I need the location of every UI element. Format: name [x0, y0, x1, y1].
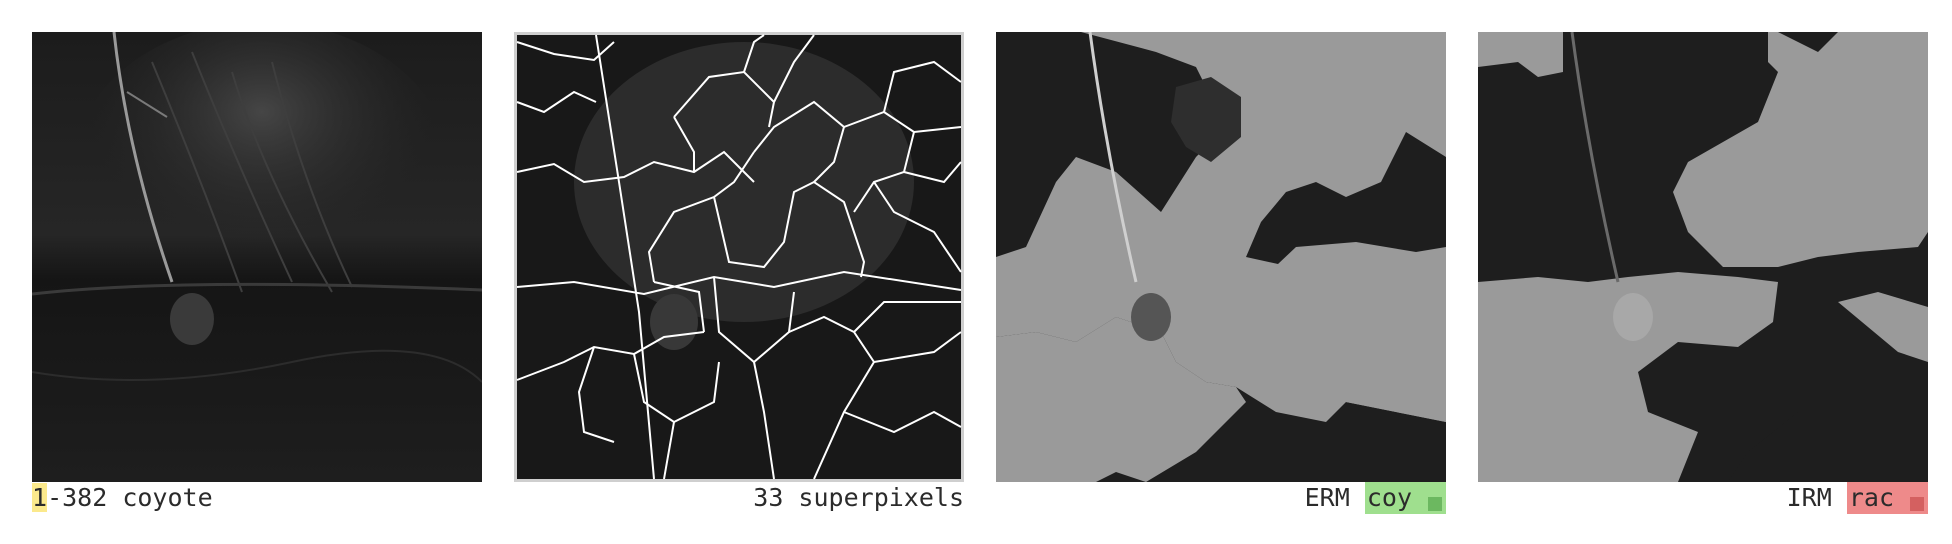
superpixel-count-caption: 33 superpixels [753, 483, 964, 512]
erm-caption: ERM coy [996, 482, 1446, 514]
caption-text: -382 coyote [47, 483, 213, 512]
prediction-label: rac [1848, 483, 1894, 512]
status-square [1910, 497, 1924, 511]
status-square [1428, 497, 1442, 511]
irm-caption: IRM rac [1478, 482, 1928, 514]
superpixel-overlay [516, 34, 962, 480]
prediction-badge: coy [1364, 482, 1446, 514]
method-label: IRM [1786, 483, 1832, 512]
prediction-badge: rac [1846, 482, 1928, 514]
caption-highlight: 1 [32, 483, 48, 512]
irm-mask-image [1478, 32, 1928, 482]
night-scene-image [32, 32, 482, 482]
prediction-label: coy [1366, 483, 1412, 512]
method-label: ERM [1304, 483, 1350, 512]
image-id-caption: 1-382 coyote [32, 482, 213, 514]
original-image [32, 32, 482, 482]
erm-mask-image [996, 32, 1446, 482]
erm-mask-overlay [996, 32, 1446, 482]
superpixel-image [514, 32, 964, 482]
irm-mask-overlay [1478, 32, 1928, 482]
